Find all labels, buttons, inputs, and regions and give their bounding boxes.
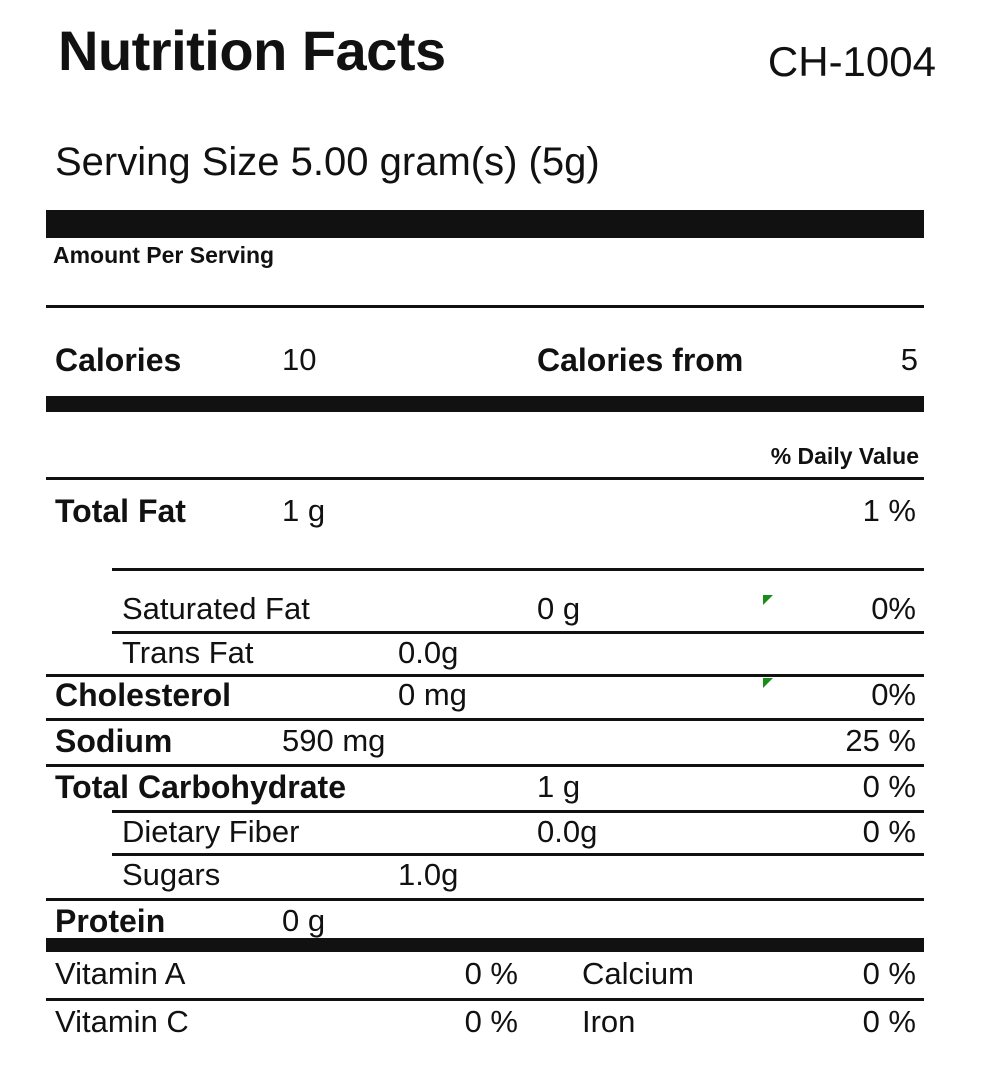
protein-label: Protein: [55, 903, 166, 939]
calories-label: Calories: [55, 342, 182, 378]
total-carbohydrate-amount: 1 g: [537, 769, 581, 804]
calcium-label: Calcium: [582, 956, 694, 991]
sugars-amount: 1.0g: [398, 857, 459, 892]
sodium-label: Sodium: [55, 723, 173, 759]
trans-fat-label: Trans Fat: [122, 635, 254, 670]
total-carbohydrate-label: Total Carbohydrate: [55, 769, 346, 805]
vitamin-c-dv: 0 %: [464, 1004, 518, 1039]
divider: [46, 718, 924, 721]
cholesterol-amount: 0 mg: [398, 677, 467, 712]
dietary-fiber-label: Dietary Fiber: [122, 814, 300, 849]
total-fat-amount: 1 g: [282, 493, 326, 528]
vitamin-a-dv: 0 %: [464, 956, 518, 991]
divider: [112, 810, 924, 813]
trans-fat-amount: 0.0g: [398, 635, 459, 670]
saturated-fat-label: Saturated Fat: [122, 591, 310, 626]
sugars-label: Sugars: [122, 857, 221, 892]
calcium-dv: 0 %: [862, 956, 916, 991]
product-code: CH-1004: [767, 38, 936, 85]
green-marker-icon: [763, 595, 773, 605]
protein-amount: 0 g: [282, 903, 326, 938]
divider: [112, 631, 924, 634]
amount-per-serving: Amount Per Serving: [53, 242, 275, 268]
saturated-fat-amount: 0 g: [537, 591, 581, 626]
serving-size: Serving Size 5.00 gram(s) (5g): [55, 140, 600, 184]
daily-value-header: % Daily Value: [770, 443, 919, 469]
divider: [46, 305, 924, 308]
calories-from-label: Calories from: [537, 342, 744, 378]
sodium-amount: 590 mg: [282, 723, 386, 758]
divider: [112, 568, 924, 571]
divider: [46, 674, 924, 677]
dietary-fiber-dv: 0 %: [862, 814, 916, 849]
vitamin-a-label: Vitamin A: [55, 956, 186, 991]
vitamin-c-label: Vitamin C: [55, 1004, 189, 1039]
total-carbohydrate-dv: 0 %: [862, 769, 916, 804]
iron-label: Iron: [582, 1004, 636, 1039]
calories-value: 10: [282, 342, 317, 377]
medium-divider: [46, 396, 924, 412]
green-marker-icon: [763, 678, 773, 688]
divider: [112, 853, 924, 856]
dietary-fiber-amount: 0.0g: [537, 814, 598, 849]
calories-from-value: 5: [900, 342, 918, 377]
cholesterol-label: Cholesterol: [55, 677, 232, 713]
divider: [46, 998, 924, 1001]
saturated-fat-dv: 0%: [871, 591, 916, 626]
divider: [46, 898, 924, 901]
divider: [46, 477, 924, 480]
total-fat-label: Total Fat: [55, 493, 186, 529]
divider: [46, 764, 924, 767]
total-fat-dv: 1 %: [862, 493, 916, 528]
cholesterol-dv: 0%: [871, 677, 916, 712]
label-title: Nutrition Facts: [58, 19, 446, 82]
iron-dv: 0 %: [862, 1004, 916, 1039]
thick-divider-bottom: [46, 938, 924, 952]
sodium-dv: 25 %: [845, 723, 916, 758]
thick-divider-top: [46, 210, 924, 238]
